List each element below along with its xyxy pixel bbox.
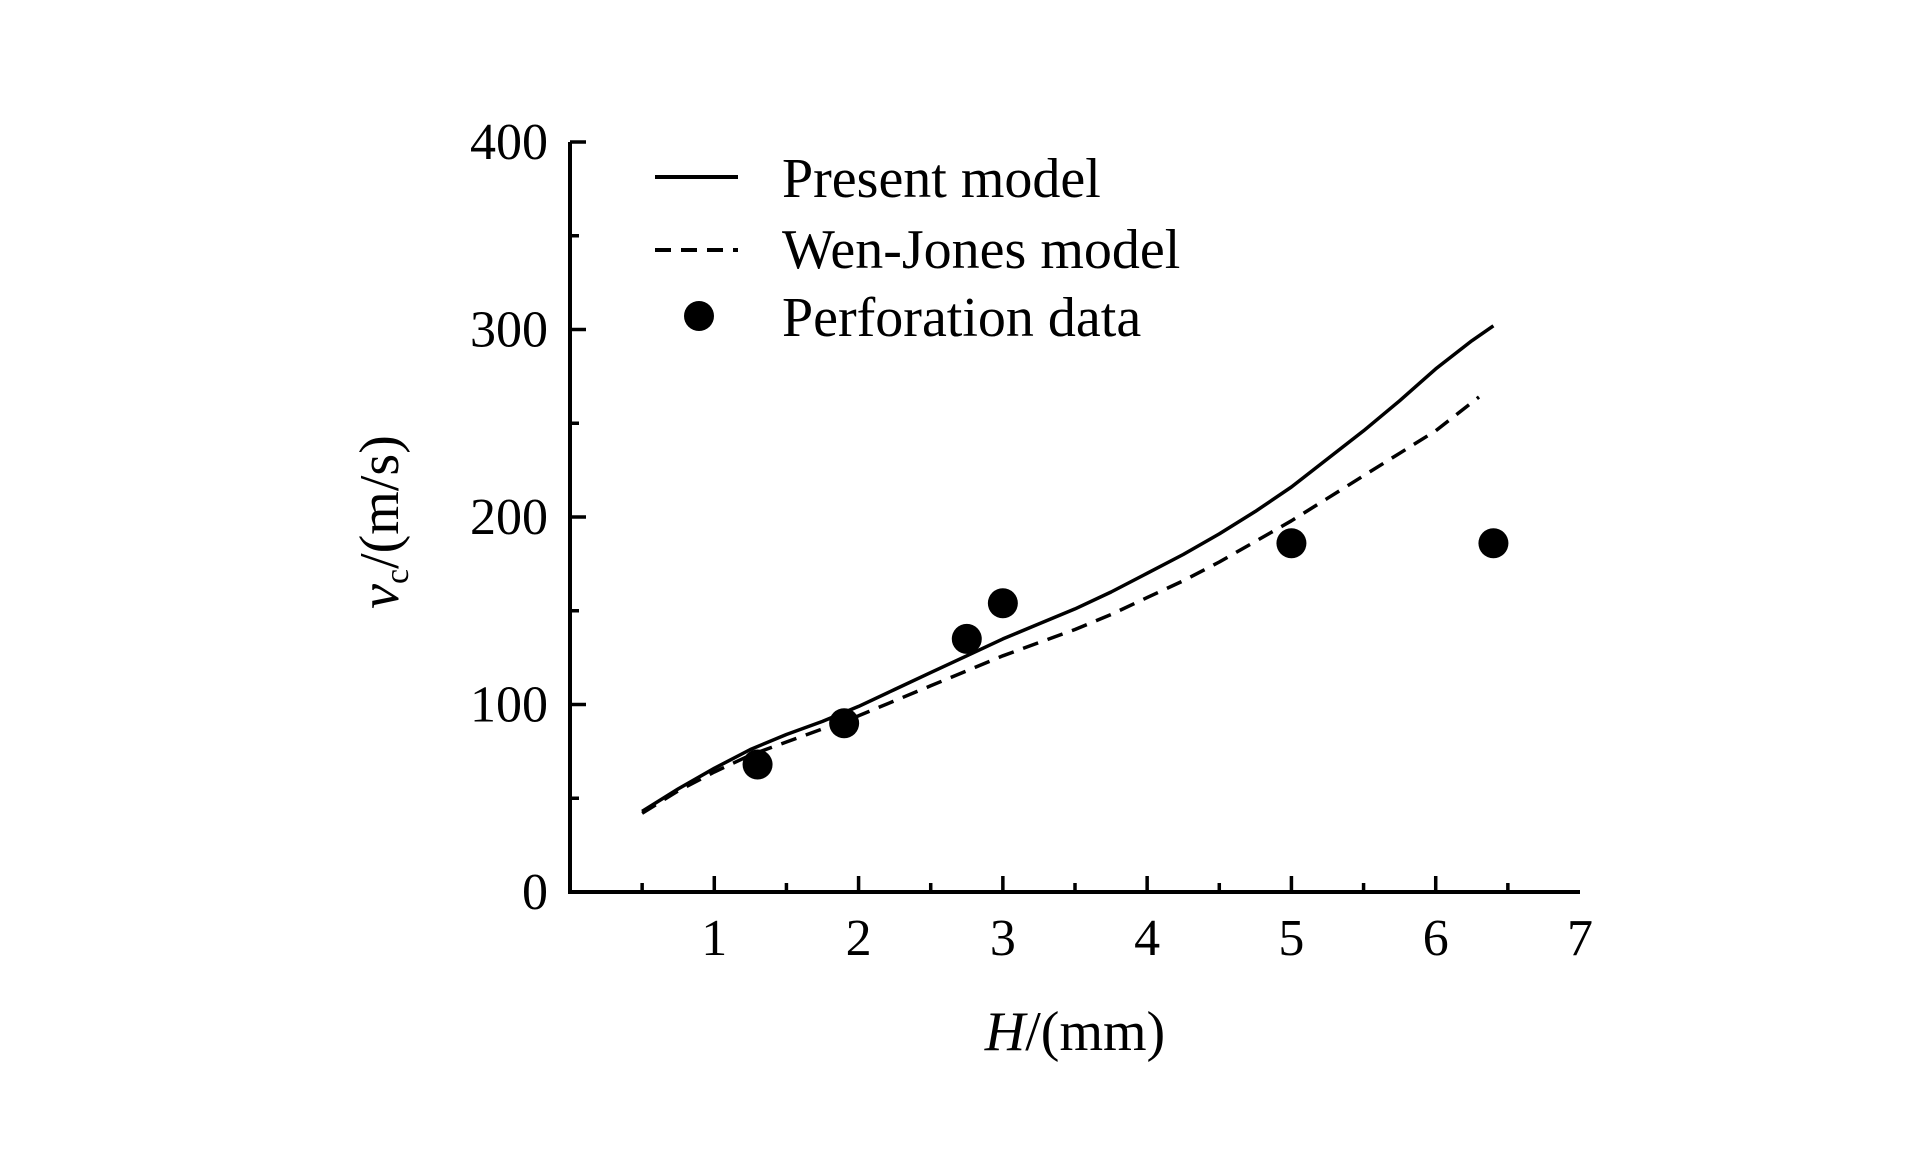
x-ticks: 1 2 3 4 5 6 7 — [640, 876, 1593, 967]
legend: Present model Wen-Jones model Perforatio… — [655, 148, 1180, 349]
data-point — [987, 588, 1018, 619]
data-point — [951, 623, 982, 654]
legend-label-wen-jones-model: Wen-Jones model — [782, 219, 1180, 281]
y-tick-label: 100 — [470, 677, 548, 734]
x-axis-title: H/(mm) — [984, 1001, 1165, 1063]
x-tick-label: 2 — [846, 910, 872, 967]
y-axis-unit: /(m/s) — [349, 435, 411, 569]
x-tick-label: 3 — [990, 910, 1016, 967]
x-tick-label: 7 — [1567, 910, 1593, 967]
data-point — [1478, 528, 1509, 559]
plot-area: 1 2 3 4 5 6 7 0 100 200 300 400 — [470, 114, 1593, 967]
axis-titles: H/(mm) vc/(m/s) — [349, 435, 1165, 1063]
data-point — [829, 708, 860, 739]
series-line-present-model — [641, 324, 1495, 813]
series-layer — [641, 324, 1509, 815]
data-point — [742, 749, 773, 780]
x-tick-label: 6 — [1423, 910, 1449, 967]
y-tick-label: 300 — [470, 302, 548, 359]
legend-label-perforation-data: Perforation data — [782, 287, 1141, 349]
y-ticks: 0 100 200 300 400 — [470, 114, 586, 921]
y-tick-label: 400 — [470, 114, 548, 171]
x-tick-label: 1 — [701, 910, 727, 967]
x-axis-var: H — [984, 1001, 1028, 1063]
y-tick-label: 200 — [470, 489, 548, 546]
data-point — [1276, 528, 1307, 559]
x-tick-label: 5 — [1278, 910, 1304, 967]
x-tick-label: 4 — [1134, 910, 1160, 967]
y-axis-title: vc/(m/s) — [349, 435, 416, 609]
series-line-wen-jones-model — [641, 395, 1481, 815]
y-axis-sub: c — [379, 569, 416, 584]
x-axis-unit: /(mm) — [1025, 1001, 1165, 1063]
legend-label-present-model: Present model — [782, 148, 1101, 210]
legend-swatch-perforation-data — [684, 301, 714, 331]
y-tick-label: 0 — [522, 864, 548, 921]
y-axis-var: v — [349, 584, 411, 609]
